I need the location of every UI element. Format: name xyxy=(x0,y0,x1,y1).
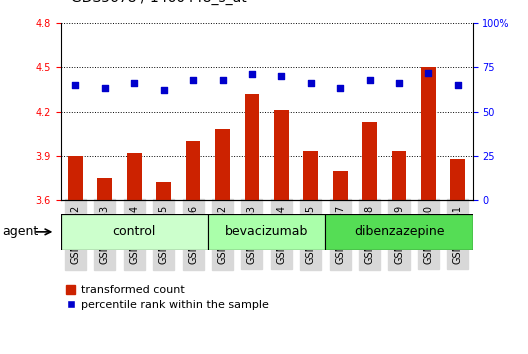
Point xyxy=(101,86,109,91)
Bar xyxy=(421,67,436,200)
Bar xyxy=(304,152,318,200)
Point xyxy=(307,80,315,86)
Text: dibenzazepine: dibenzazepine xyxy=(354,225,444,238)
Bar xyxy=(127,153,142,200)
Bar xyxy=(244,94,259,200)
Point xyxy=(365,77,374,82)
Text: control: control xyxy=(112,225,156,238)
Point xyxy=(189,77,197,82)
Legend: transformed count, percentile rank within the sample: transformed count, percentile rank withi… xyxy=(67,285,269,310)
Point xyxy=(424,70,432,75)
Bar xyxy=(325,214,473,250)
Bar xyxy=(68,156,83,200)
Bar xyxy=(450,159,465,200)
Bar xyxy=(274,110,289,200)
Bar xyxy=(392,152,407,200)
Point xyxy=(130,80,138,86)
Text: agent: agent xyxy=(3,225,39,238)
Point xyxy=(71,82,80,88)
Bar xyxy=(61,214,208,250)
Bar xyxy=(215,129,230,200)
Point xyxy=(218,77,227,82)
Point xyxy=(395,80,403,86)
Text: bevacizumab: bevacizumab xyxy=(225,225,308,238)
Point xyxy=(454,82,462,88)
Point xyxy=(248,72,256,77)
Bar xyxy=(186,141,201,200)
Bar xyxy=(208,214,325,250)
Bar xyxy=(333,171,347,200)
Point xyxy=(159,87,168,93)
Text: GDS5678 / 1460448_s_at: GDS5678 / 1460448_s_at xyxy=(71,0,247,5)
Bar xyxy=(98,178,112,200)
Point xyxy=(336,86,344,91)
Bar xyxy=(362,122,377,200)
Point xyxy=(277,73,286,79)
Bar xyxy=(156,182,171,200)
